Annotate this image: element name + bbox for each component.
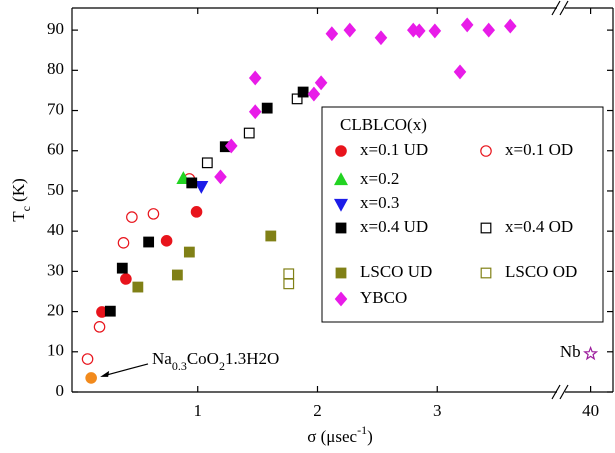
point [183, 246, 195, 258]
point [194, 181, 209, 194]
legend-label: LSCO UD [360, 262, 432, 281]
annotation-arrow [103, 363, 149, 377]
legend-label: x=0.1 UD [360, 140, 428, 159]
point [224, 138, 238, 154]
axis-break [559, 384, 569, 400]
special-point [583, 345, 599, 361]
legend-marker [480, 222, 492, 234]
point [261, 102, 273, 114]
text-part: Nb [560, 342, 581, 361]
point [143, 236, 155, 248]
text-part: 0.3 [172, 359, 187, 373]
x-tick-label: 40 [582, 401, 599, 420]
point [283, 278, 295, 290]
y-tick-label: 90 [47, 19, 64, 38]
point [283, 268, 295, 280]
point [265, 230, 277, 242]
legend-label: x=0.4 OD [505, 217, 573, 236]
point [171, 269, 183, 281]
point [297, 86, 309, 98]
text-part: c [19, 206, 33, 211]
legend-marker [335, 267, 347, 279]
x-tick-label: 3 [433, 401, 442, 420]
point [132, 281, 144, 293]
text-part: 2 [219, 359, 225, 373]
point [325, 26, 339, 42]
text-part: σ (μsec [307, 427, 357, 446]
point [201, 157, 213, 169]
point [314, 75, 328, 91]
point [126, 211, 138, 223]
legend-marker [480, 145, 492, 157]
x-tick-label: 2 [313, 401, 322, 420]
legend-marker [335, 145, 347, 157]
text-part: T [9, 211, 28, 222]
y-tick-label: 30 [47, 260, 64, 279]
point [81, 353, 94, 365]
point [460, 17, 474, 33]
y-tick-label: 70 [47, 99, 64, 118]
point [186, 177, 198, 189]
legend-label: LSCO OD [505, 262, 577, 281]
point [412, 23, 426, 39]
point [248, 70, 262, 86]
legend-marker [335, 222, 347, 234]
text-part: ) [367, 427, 373, 446]
point [343, 22, 357, 38]
text-part: CoO [187, 349, 219, 368]
text-part: 1.3H2O [225, 349, 279, 368]
point [116, 262, 128, 274]
point [504, 18, 517, 34]
axis-break [551, 0, 561, 16]
point [243, 127, 255, 139]
point [104, 305, 116, 317]
legend: CLBLCO(x) x=0.1 UD x=0.1 OD x=0.2 x=0.3 x=0.4… [321, 106, 604, 323]
point [307, 86, 321, 102]
axis-break [551, 384, 561, 400]
axis-break [559, 0, 569, 16]
y-tick-label: 50 [47, 180, 64, 199]
point [120, 273, 132, 285]
legend-marker [480, 267, 492, 279]
x-axis-label: σ (μsec-1) [307, 423, 373, 446]
y-tick-label: 80 [47, 59, 64, 78]
point [93, 321, 106, 333]
point [160, 235, 173, 247]
legend-label: x=0.2 [360, 169, 399, 188]
text-part: -1 [357, 423, 367, 437]
point-label: Nb [560, 342, 581, 361]
y-tick-label: 20 [47, 300, 64, 319]
point-label: Na0.3CoO21.3H2O [152, 349, 279, 373]
legend-box [321, 106, 604, 323]
y-tick-label: 0 [56, 381, 65, 400]
point [453, 64, 467, 80]
text-part: Na [152, 349, 172, 368]
point [248, 104, 262, 120]
legend-label: x=0.1 OD [505, 140, 573, 159]
arrow-head [100, 370, 110, 377]
y-tick-label: 10 [47, 341, 64, 360]
point [374, 30, 388, 46]
point [482, 22, 496, 38]
x-tick-label: 1 [193, 401, 202, 420]
y-tick-label: 40 [47, 220, 64, 239]
legend-label: YBCO [360, 288, 407, 307]
legend-title: CLBLCO(x) [340, 115, 427, 134]
point [190, 206, 203, 218]
special-point [85, 372, 97, 384]
point [147, 208, 160, 220]
point [214, 169, 227, 185]
legend-marker [333, 172, 349, 186]
legend-label: x=0.3 [360, 193, 399, 212]
legend-marker [333, 198, 349, 212]
point [291, 93, 303, 105]
legend-marker [334, 291, 348, 307]
point [117, 237, 130, 249]
y-axis-label: Tc (K) [9, 178, 33, 222]
point [428, 23, 442, 39]
y-tick-label: 60 [47, 140, 64, 159]
text-part: (K) [9, 178, 28, 206]
legend-label: x=0.4 UD [360, 217, 428, 236]
